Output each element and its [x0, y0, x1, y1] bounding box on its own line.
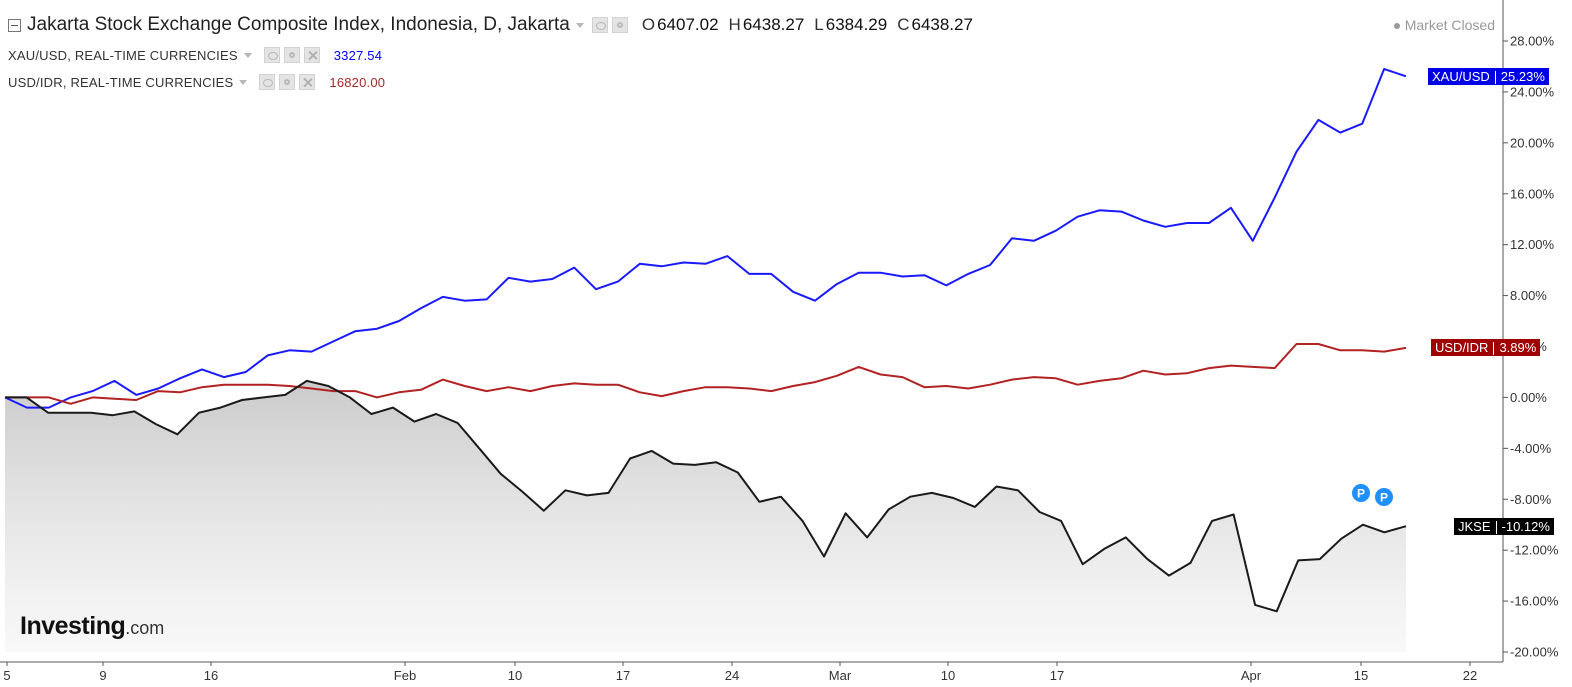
overlay-header-usdidr: USD/IDR, REAL-TIME CURRENCIES 16820.00 [8, 74, 385, 90]
y-tick-label: 8.00% [1510, 288, 1547, 303]
logo-suffix: .com [125, 618, 165, 638]
gear-icon[interactable] [279, 74, 296, 90]
marker-circle [1375, 488, 1393, 506]
series-area-jkse [5, 380, 1406, 652]
ohlc-open-key: O [641, 15, 656, 34]
price-label-usdidr: USD/IDR 3.89% [1431, 339, 1541, 356]
market-status-text: Market Closed [1404, 17, 1495, 33]
series-line-xauusd [4, 68, 1407, 409]
y-tick-label: 24.00% [1510, 84, 1555, 99]
x-tick-label: 17 [616, 668, 630, 683]
x-tick-label: 17 [1050, 668, 1064, 683]
overlay-value-xauusd: 3327.54 [333, 47, 383, 63]
chevron-down-icon[interactable] [243, 52, 252, 58]
y-tick-label: -8.00% [1510, 492, 1552, 507]
ohlc-low-value: 6384.29 [825, 15, 888, 34]
price-label-value: 3.89% [1499, 340, 1537, 355]
price-label-series: USD/IDR [1435, 340, 1489, 355]
close-icon[interactable] [299, 74, 316, 90]
y-tick-label: 0.00% [1510, 390, 1547, 405]
price-label-series: JKSE [1458, 519, 1491, 534]
eye-icon[interactable] [263, 47, 280, 63]
eye-icon[interactable] [259, 74, 276, 90]
y-tick-label: 12.00% [1510, 237, 1555, 252]
ohlc-close-value: 6438.27 [911, 15, 973, 34]
y-tick-label: 20.00% [1510, 135, 1555, 150]
ohlc-low-key: L [814, 15, 824, 34]
y-tick-label: 16.00% [1510, 186, 1555, 201]
x-tick-label: 15 [1354, 668, 1368, 683]
ohlc-high-value: 6438.27 [742, 15, 805, 34]
eye-icon[interactable] [591, 17, 608, 33]
y-tick-label: -12.00% [1510, 543, 1559, 558]
price-label-value: -10.12% [1501, 519, 1550, 534]
marker-label: P [1357, 487, 1365, 501]
overlay-header-xauusd: XAU/USD, REAL-TIME CURRENCIES 3327.54 [8, 47, 382, 63]
main-series-title[interactable]: Jakarta Stock Exchange Composite Index, … [27, 14, 570, 35]
price-label-value: 25.23% [1500, 69, 1545, 84]
gear-icon[interactable] [283, 47, 300, 63]
y-tick-label: -16.00% [1510, 594, 1559, 609]
status-dot-icon [1393, 23, 1400, 30]
price-label-series: XAU/USD [1432, 69, 1490, 84]
overlay-title-xauusd[interactable]: XAU/USD, REAL-TIME CURRENCIES [8, 47, 238, 63]
ohlc-close-key: C [897, 15, 910, 34]
close-icon[interactable] [303, 47, 320, 63]
x-tick-label: 10 [941, 668, 955, 683]
x-tick-label: Apr [1241, 668, 1262, 683]
ohlc-high-key: H [728, 15, 741, 34]
gear-icon[interactable] [611, 17, 628, 33]
x-tick-label: 16 [204, 668, 218, 683]
chevron-down-icon[interactable] [575, 22, 584, 28]
y-tick-label: -20.00% [1510, 645, 1559, 660]
collapse-icon[interactable] [8, 18, 21, 32]
x-tick-label: 22 [1463, 668, 1477, 683]
x-tick-label: 5 [3, 668, 10, 683]
logo-main: Investing [20, 612, 126, 640]
overlay-title-usdidr[interactable]: USD/IDR, REAL-TIME CURRENCIES [8, 74, 234, 90]
price-label-xauusd: XAU/USD 25.23% [1428, 68, 1549, 85]
market-status: Market Closed [1393, 17, 1495, 33]
marker-circle [1352, 484, 1370, 502]
x-tick-label: 24 [725, 668, 739, 683]
investing-logo: Investing.com [20, 612, 164, 641]
y-tick-label: -4.00% [1510, 441, 1552, 456]
series-line-jkse [5, 379, 1407, 613]
x-tick-label: 10 [508, 668, 522, 683]
x-tick-label: 9 [99, 668, 106, 683]
main-series-header: Jakarta Stock Exchange Composite Index, … [8, 14, 973, 36]
y-tick-label: 28.00% [1510, 34, 1555, 49]
ohlc-open-value: 6407.02 [657, 15, 719, 34]
marker-label: P [1380, 491, 1388, 505]
x-tick-label: Mar [829, 668, 852, 683]
x-tick-label: Feb [394, 668, 416, 683]
overlay-value-usdidr: 16820.00 [329, 74, 386, 90]
series-line-usdidr [5, 343, 1407, 405]
price-label-jkse: JKSE -10.12% [1454, 518, 1554, 535]
chevron-down-icon[interactable] [239, 79, 248, 85]
